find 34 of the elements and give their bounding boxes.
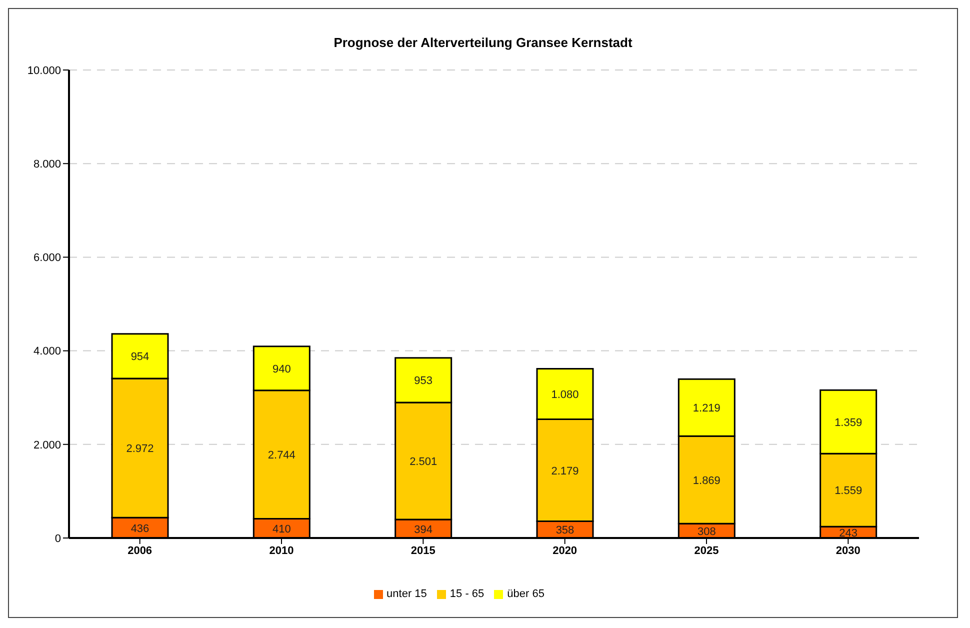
x-tick-label: 2010 (269, 544, 294, 557)
y-tick-label: 2.000 (33, 439, 61, 452)
x-tick-label: 2025 (694, 544, 719, 557)
legend-label: über 65 (507, 588, 544, 600)
y-tick-label: 6.000 (33, 252, 61, 264)
y-tick-label: 0 (54, 532, 61, 545)
y-tick-label: 4.000 (33, 346, 61, 358)
y-tick-label: 10.000 (27, 64, 61, 77)
data-label: 2.179 (551, 465, 579, 478)
data-label: 1.559 (834, 485, 862, 498)
x-tick-label: 2006 (128, 544, 152, 557)
data-label: 940 (272, 363, 291, 376)
data-label: 953 (414, 375, 433, 388)
data-label: 308 (697, 526, 716, 538)
data-label: 1.219 (692, 402, 720, 415)
data-label: 1.359 (834, 416, 862, 429)
data-label: 243 (839, 527, 858, 540)
legend-label: unter 15 (386, 588, 427, 600)
data-label: 2.972 (126, 443, 154, 456)
chart-title: Prognose der Alterverteilung Gransee Kernstadt (332, 35, 634, 50)
x-tick-label: 2030 (836, 544, 860, 557)
data-label: 954 (130, 351, 150, 364)
x-tick-label: 2015 (410, 544, 436, 557)
legend-label: 15 - 65 (450, 588, 484, 600)
data-label: 410 (272, 523, 291, 536)
x-tick-label: 2020 (552, 544, 578, 557)
data-label: 2.744 (268, 450, 296, 462)
data-label: 1.869 (692, 474, 720, 487)
y-tick-label: 8.000 (33, 158, 61, 171)
data-label: 2.501 (410, 456, 438, 468)
data-label: 358 (556, 524, 574, 537)
data-label: 1.080 (551, 388, 579, 401)
data-label: 436 (130, 522, 150, 535)
data-label: 394 (414, 524, 433, 536)
